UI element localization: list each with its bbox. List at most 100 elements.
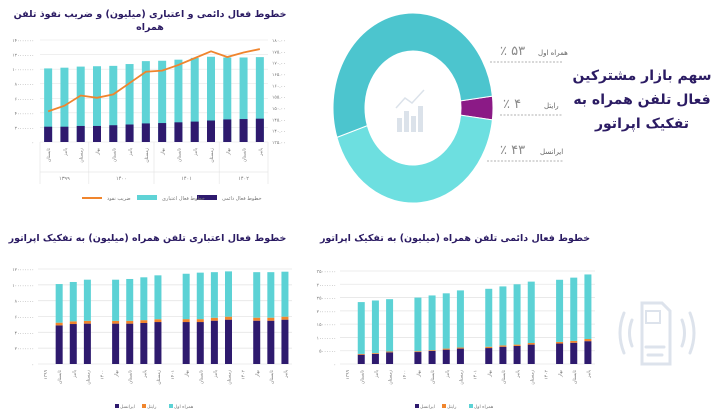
stacked-bar-segment: [83, 279, 91, 321]
rightel-label: رایتل: [544, 102, 559, 110]
stacked-bar-segment: [55, 322, 63, 326]
x-tick-label: زمستان: [80, 148, 85, 163]
sim-lines: [644, 345, 666, 357]
x-tick-label: ۱۴۰۰: [101, 370, 106, 380]
x-tick-label: پاییز: [72, 369, 77, 378]
y-tick-label: ۳۵۰۰۰۰۰۰: [317, 269, 336, 275]
x-tick-label: زمستان: [389, 370, 394, 385]
y-tick-label: ۸۰۰۰۰۰۰۰: [15, 300, 34, 305]
y-tick-label: ۴۰۰۰۰۰۰۰: [15, 331, 34, 336]
year-label: ۱۴۰۰: [116, 176, 127, 182]
stacked-bar-segment: [357, 354, 365, 364]
stacked-bar-segment: [281, 319, 289, 364]
stacked-bar-segment: [428, 295, 436, 351]
permanent-bar: [93, 125, 101, 142]
x-tick-label: تابستان: [573, 369, 578, 384]
permanent-bar: [60, 126, 69, 142]
credit-bar: [44, 68, 53, 142]
legend-swatch: [137, 195, 157, 200]
x-tick-label: تابستان: [360, 369, 365, 384]
x-tick-label: ۱۴۰۰: [403, 370, 408, 380]
y-tick-label: ۶۰۰۰۰۰۰۰: [15, 316, 34, 321]
stacked-bar-segment: [414, 352, 422, 364]
stacked-bar-segment: [357, 302, 365, 354]
icon-bar: [411, 116, 416, 132]
stacked-bar-segment: [485, 346, 493, 349]
stacked-bar-segment: [442, 348, 450, 350]
x-tick-label: پاییز: [587, 369, 592, 378]
x-tick-label: بهار: [185, 370, 190, 378]
y-tick-label: ۲۰۰۰۰۰۰۰: [15, 126, 34, 131]
legend-swatch: [142, 404, 146, 408]
stacked-bar-segment: [371, 300, 379, 354]
x-tick-label: ۱۴۰۲: [544, 369, 549, 379]
trend-chart-icon: [395, 89, 425, 132]
permanent-bar: [207, 120, 215, 142]
year-label: ۱۳۹۹: [59, 176, 70, 182]
chart3-title: خطوط فعال دائمی تلفن همراه (میلیون) به ت…: [319, 233, 591, 244]
permanent-bar: [109, 125, 118, 142]
icon-bar: [404, 111, 409, 132]
legend-label: همراه اول: [474, 405, 494, 410]
y-tick-label: ۴۰۰۰۰۰۰۰: [15, 112, 34, 117]
x-tick-label: تابستان: [129, 369, 134, 384]
y-tick-label: ۲۰۰۰۰۰۰۰: [317, 310, 336, 315]
legend-label: خطوط فعال اعتباری: [162, 196, 205, 202]
credit-bar: [93, 66, 101, 142]
y2-tick-label: ۱۴۵.۰۰: [272, 118, 286, 123]
x-tick-label: ۱۴۰۱: [474, 370, 479, 380]
x-tick-label: زمستان: [210, 148, 215, 163]
stacked-bar-segment: [126, 320, 134, 324]
stacked-bar-segment: [267, 317, 275, 321]
x-tick-label: ۱۳۹۹: [43, 369, 49, 379]
credit-bar: [239, 57, 248, 142]
credit-bar: [207, 56, 215, 142]
stacked-bar-segment: [527, 344, 535, 364]
y2-tick-label: ۱۳۵.۰۰: [272, 140, 286, 146]
stacked-bar-segment: [154, 275, 162, 320]
stacked-bar-segment: [499, 286, 507, 346]
year-label: ۱۴۰۲: [238, 176, 249, 182]
permanent-bar: [158, 123, 167, 142]
stacked-bar-segment: [126, 323, 134, 364]
x-tick-label: زمستان: [530, 370, 535, 385]
stacked-bar-segment: [182, 319, 190, 323]
stacked-bar-segment: [154, 319, 162, 323]
x-tick-label: بهار: [161, 148, 166, 156]
stacked-bar-segment: [69, 324, 77, 364]
stacked-bar-segment: [196, 322, 204, 364]
stacked-bar-segment: [513, 284, 521, 345]
y2-tick-label: ۱۵۵.۰۰: [272, 96, 286, 101]
stacked-bar-segment: [428, 350, 436, 364]
stacked-bar-segment: [570, 342, 578, 364]
stacked-bar-segment: [196, 272, 204, 320]
x-tick-label: بهار: [115, 370, 120, 378]
x-tick-label: پاییز: [143, 369, 148, 378]
title-line: تفکیک اپراتور: [594, 116, 690, 132]
x-tick-label: زمستان: [145, 148, 150, 163]
stacked-bar-segment: [442, 293, 450, 349]
credit-bar: [174, 59, 183, 142]
stacked-bar-segment: [456, 290, 464, 348]
stacked-bar-segment: [83, 320, 91, 324]
y-tick-label: ۵۰۰۰۰۰۰: [319, 350, 336, 355]
stacked-bar-segment: [225, 319, 232, 364]
credit-bar: [255, 57, 264, 142]
y2-tick-label: ۱۴۰.۰۰: [272, 130, 286, 135]
legend-label: رایتل: [147, 405, 156, 410]
stacked-bar-segment: [140, 322, 148, 364]
sim-card-signal-icon: [618, 301, 696, 366]
permanent-bar: [44, 126, 53, 142]
stacked-bar-segment: [126, 278, 134, 321]
x-tick-label: پاییز: [284, 369, 289, 378]
stacked-bar-segment: [371, 353, 379, 354]
x-tick-label: بهار: [96, 148, 101, 156]
stacked-bar-segment: [69, 281, 77, 322]
x-tick-label: بهار: [559, 370, 564, 378]
stacked-bar-segment: [513, 344, 521, 346]
stacked-bar-segment: [357, 353, 365, 355]
y-tick-label: ۰: [32, 141, 34, 146]
legend-label: ضریب نفوذ: [107, 196, 131, 202]
permanent-bar: [223, 119, 232, 142]
